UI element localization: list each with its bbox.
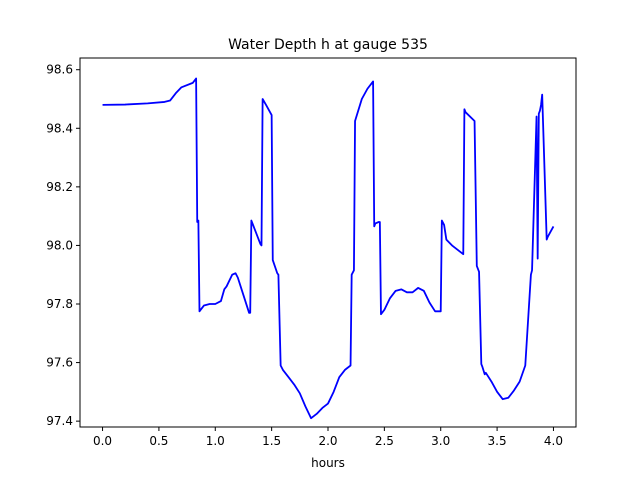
y-tick-label: 98.0 xyxy=(46,238,73,252)
y-tick-label: 98.6 xyxy=(46,63,73,77)
x-tick-label: 0.0 xyxy=(93,434,112,448)
x-tick-label: 1.0 xyxy=(206,434,225,448)
y-tick-label: 97.8 xyxy=(46,297,73,311)
x-tick-label: 3.0 xyxy=(431,434,450,448)
x-tick-label: 2.0 xyxy=(318,434,337,448)
y-tick-label: 97.4 xyxy=(46,414,73,428)
x-tick-label: 2.5 xyxy=(375,434,394,448)
plot-area: 0.0 0.5 1.0 1.5 2.0 2.5 3.0 3.5 4.0 97.4 97.6 97.8 9… xyxy=(46,57,577,448)
chart-title: Water Depth h at gauge 535 xyxy=(228,37,428,53)
y-tick-label: 98.2 xyxy=(46,180,73,194)
y-tick-label: 97.6 xyxy=(46,356,73,370)
x-tick-label: 4.0 xyxy=(544,434,563,448)
x-tick-label: 1.5 xyxy=(262,434,281,448)
series-line-0 xyxy=(102,77,555,420)
x-tick-label: 0.5 xyxy=(149,434,168,448)
x-axis-label: hours xyxy=(311,456,345,470)
y-tick-label: 98.4 xyxy=(46,121,73,135)
x-tick-label: 3.5 xyxy=(488,434,507,448)
